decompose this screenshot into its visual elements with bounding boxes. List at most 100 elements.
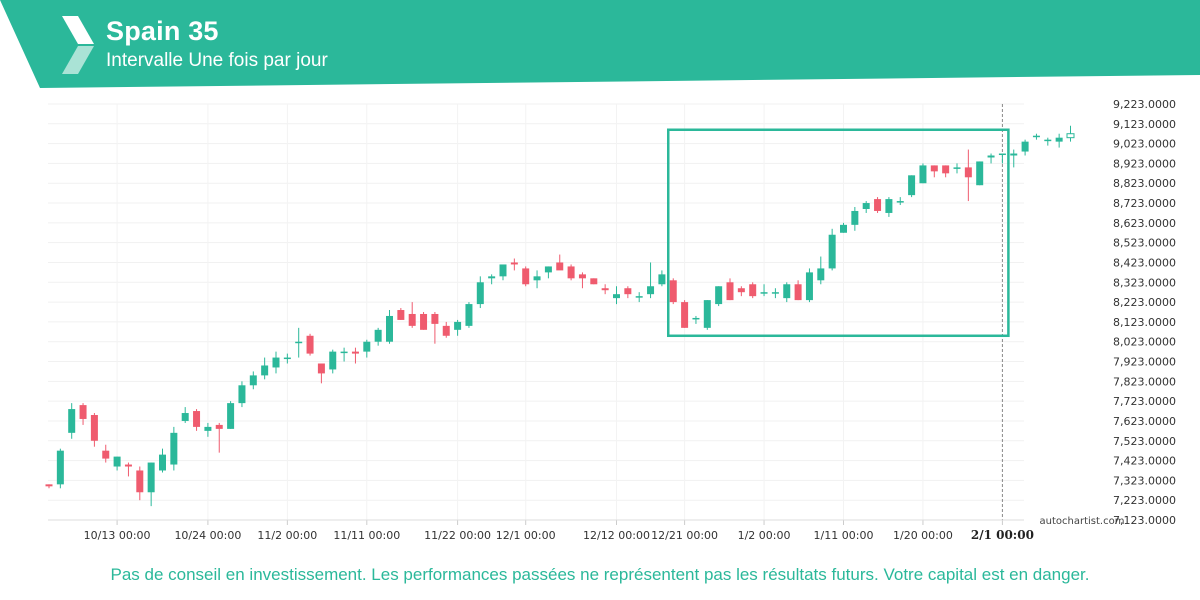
candle-body (90, 415, 98, 441)
candle (658, 270, 666, 287)
candle-body (124, 464, 132, 467)
candle-body (998, 153, 1006, 156)
candle-body (159, 454, 166, 471)
candle-body (238, 385, 246, 404)
candle (522, 266, 530, 287)
candle (238, 381, 246, 408)
risk-disclaimer: Pas de conseil en investissement. Les pe… (110, 565, 1090, 584)
candle (454, 319, 462, 336)
candle (896, 197, 904, 206)
x-tick-label: 2/1 00:00 (971, 528, 1034, 542)
candle (862, 201, 870, 213)
candle (805, 268, 813, 303)
y-tick-label: 9,223.0000 (1113, 98, 1176, 111)
candle-body (647, 286, 655, 295)
candle (1066, 125, 1075, 142)
candle (68, 403, 76, 439)
candle-body (79, 405, 87, 419)
candle (170, 426, 178, 471)
candle-body (1021, 141, 1029, 152)
candle-body (136, 470, 144, 493)
candle-body (556, 262, 564, 271)
y-tick-label: 7,923.0000 (1113, 356, 1176, 369)
candle-body (363, 341, 371, 352)
candle (726, 278, 734, 301)
highlight-box-layer (667, 128, 1010, 338)
candle-body (465, 304, 473, 326)
candle-body (147, 462, 155, 493)
candle-body (805, 272, 813, 301)
candle (431, 312, 439, 344)
candle (976, 161, 984, 186)
candle (567, 264, 575, 281)
candle (45, 484, 53, 489)
candle (1044, 137, 1052, 146)
candle (147, 462, 155, 507)
candle (817, 256, 825, 285)
candle (964, 149, 972, 202)
candle (885, 197, 893, 217)
candle (953, 163, 961, 174)
y-tick-label: 8,723.0000 (1113, 197, 1176, 210)
y-tick-label: 7,223.0000 (1113, 494, 1176, 507)
candle (340, 347, 348, 362)
candle-body (692, 317, 700, 320)
candle (499, 264, 507, 281)
candle-body (681, 302, 689, 328)
candle-body (953, 167, 961, 169)
candlestick-chart: 9,223.0000 9,123.0000 9,023.0000 8,923.0000… (45, 98, 1176, 542)
candle (420, 312, 428, 330)
y-tick-label: 7,423.0000 (1113, 455, 1176, 468)
candle-body (386, 315, 393, 342)
candle-body (113, 456, 121, 467)
candle (79, 403, 87, 425)
candle (272, 351, 280, 374)
candle-body (613, 294, 620, 299)
candle (1032, 133, 1040, 140)
candle-body (771, 292, 779, 294)
candle-body (317, 363, 325, 374)
y-tick-label: 7,323.0000 (1113, 474, 1176, 487)
candle (942, 165, 950, 178)
candle (749, 282, 757, 299)
candle (624, 286, 632, 299)
y-tick-label: 8,523.0000 (1113, 237, 1176, 250)
candle-body (499, 264, 507, 277)
x-tick-label: 12/21 00:00 (651, 529, 718, 542)
candle-body (56, 450, 64, 485)
candle-body (976, 161, 984, 186)
candle (601, 284, 609, 295)
candle-body (544, 266, 552, 273)
candle (397, 308, 405, 320)
candle (874, 197, 882, 213)
candle (249, 371, 257, 390)
candle-body (851, 210, 859, 225)
candle (998, 153, 1006, 164)
candle (1021, 139, 1029, 156)
x-tick-label: 1/11 00:00 (814, 529, 874, 542)
chart-grid (48, 103, 1024, 521)
candle-body (249, 375, 257, 386)
candle-body (272, 357, 280, 368)
candle (1055, 133, 1063, 148)
candle (159, 448, 166, 473)
candle (283, 353, 291, 364)
candle-body (919, 165, 927, 184)
y-tick-label: 7,123.0000 (1113, 514, 1176, 527)
candle-body (295, 341, 303, 344)
candle-body (635, 296, 643, 298)
candle (204, 422, 212, 437)
candle-body (578, 274, 586, 279)
candle (703, 300, 711, 330)
candle (851, 207, 859, 231)
candle (930, 165, 938, 178)
candle (578, 272, 586, 289)
candle-body (601, 288, 609, 291)
header-band (0, 0, 1200, 88)
candle (306, 333, 314, 356)
candle (56, 448, 64, 489)
candle-body (590, 278, 598, 285)
candle-body (340, 351, 348, 354)
candle-body (817, 268, 825, 281)
candle-body (1055, 137, 1063, 142)
